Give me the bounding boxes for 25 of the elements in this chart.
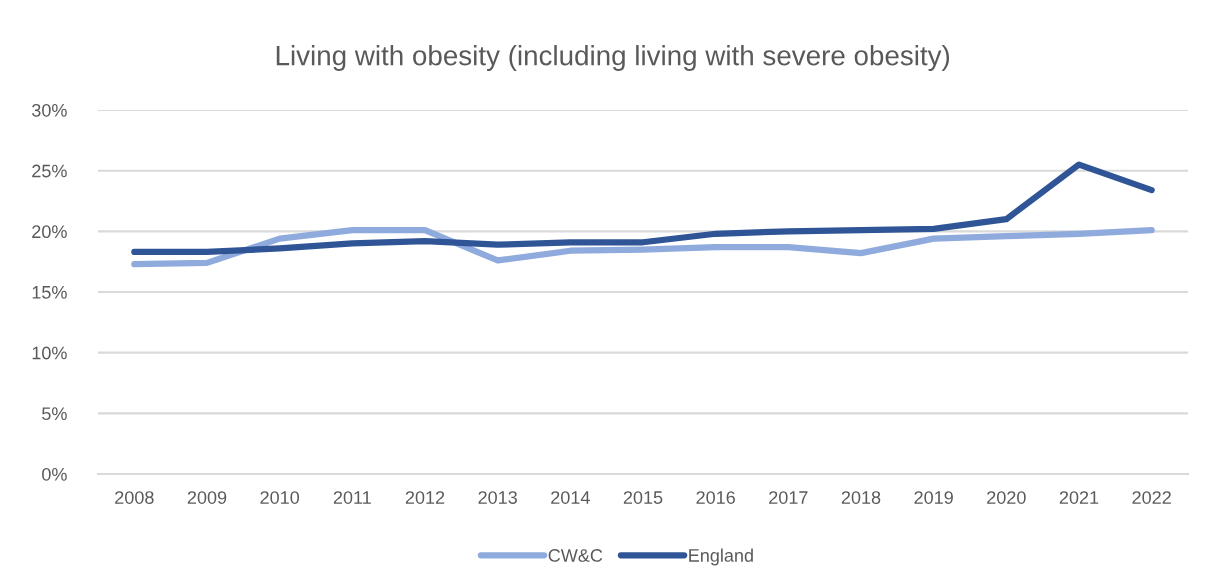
x-tick-label: 2015	[623, 491, 663, 504]
x-tick-label: 2009	[187, 491, 227, 504]
y-tick-label: 20%	[32, 225, 67, 239]
x-tick-label: 2020	[987, 491, 1026, 504]
x-tick-label: 2016	[696, 491, 735, 504]
legend-label: England	[689, 548, 753, 566]
x-tick-label: 2011	[333, 491, 371, 504]
legend-label: CW&C	[548, 549, 603, 562]
x-tick-label: 2022	[1132, 491, 1171, 504]
x-tick-label: 2010	[260, 491, 300, 504]
y-tick-label: 25%	[32, 164, 67, 178]
x-tick-label: 2012	[405, 491, 445, 504]
y-tick-label: 15%	[32, 286, 67, 299]
x-tick-label: 2018	[841, 491, 881, 504]
x-tick-label: 2019	[914, 491, 953, 504]
x-tick-label: 2014	[551, 491, 590, 504]
y-tick-label: 5%	[42, 407, 67, 421]
chart-title: Living with obesity (including living with severe obesity)	[276, 45, 950, 71]
x-tick-label: 2008	[115, 491, 154, 504]
y-tick-label: 30%	[32, 103, 67, 117]
y-tick-label: 0%	[42, 467, 67, 481]
x-tick-label: 2017	[769, 491, 808, 504]
x-tick-label: 2013	[478, 491, 517, 504]
x-tick-label: 2021	[1059, 491, 1099, 504]
y-tick-label: 10%	[32, 346, 67, 360]
